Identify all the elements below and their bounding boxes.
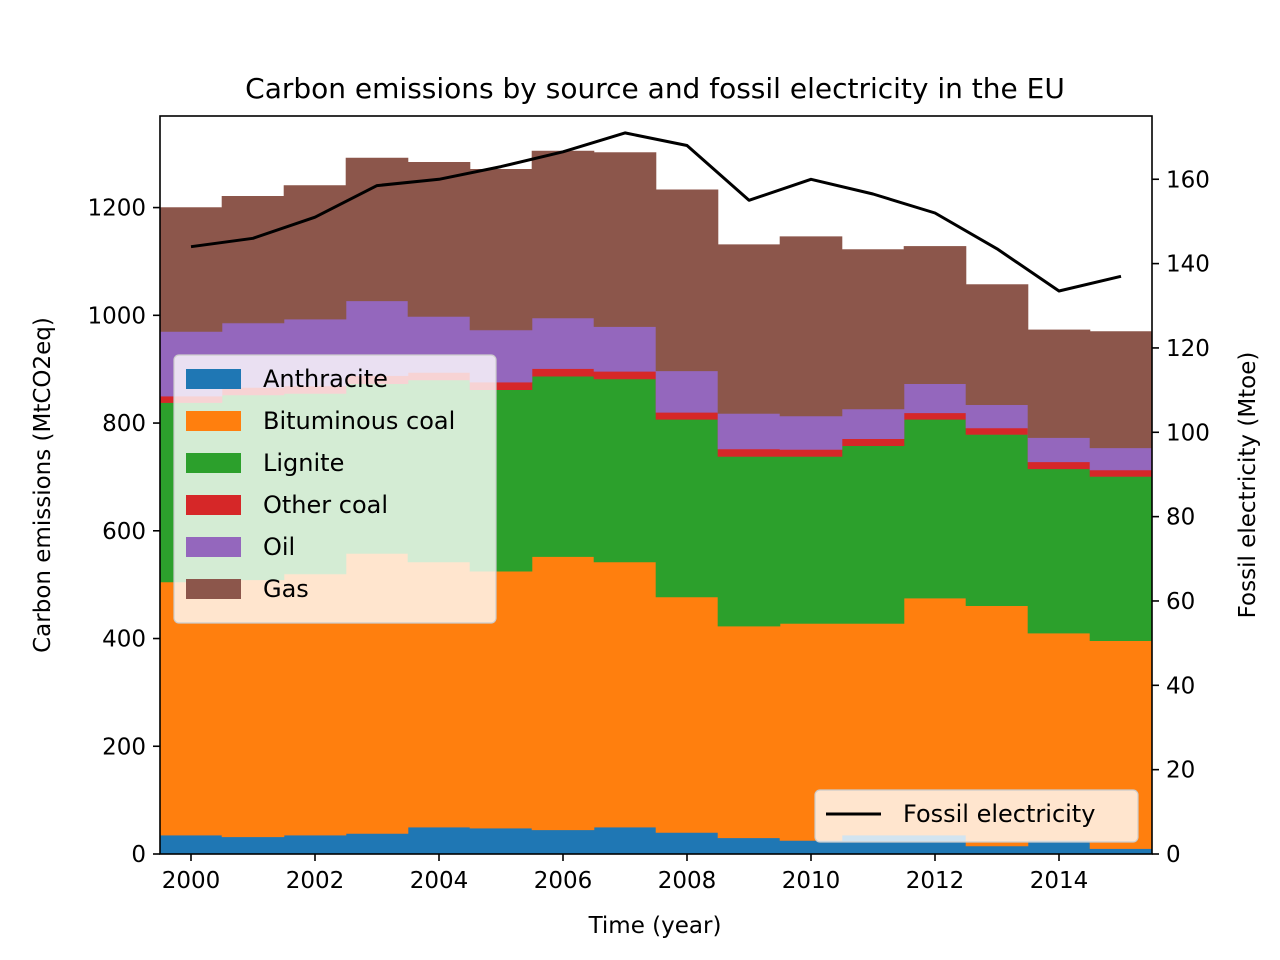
- y-tick-label: 800: [102, 411, 146, 437]
- y-tick-label: 400: [102, 627, 146, 653]
- plot-frame: [159, 115, 1153, 855]
- y2-tick-label: 100: [1166, 420, 1210, 446]
- legend-label-other-coal: Other coal: [263, 491, 388, 519]
- x-tick-label: 2010: [782, 868, 841, 894]
- legend-label-gas: Gas: [263, 575, 309, 603]
- y2-tick-label: 140: [1166, 252, 1210, 278]
- y2-tick-label: 80: [1166, 505, 1195, 531]
- legend-box: [173, 354, 497, 624]
- y-tick-label: 600: [102, 519, 146, 545]
- x-axis: 2000 2002 2004 2006 2008 2010 2012 2014: [162, 854, 1089, 894]
- y2-tick-label: 20: [1166, 758, 1195, 784]
- y2-tick-label: 120: [1166, 336, 1210, 362]
- x-tick-label: 2006: [534, 868, 593, 894]
- legend-label-bituminous-coal: Bituminous coal: [263, 407, 455, 435]
- legend-swatch-gas: [186, 579, 241, 599]
- legend-swatch-lignite: [186, 453, 241, 473]
- legend-swatch-other-coal: [186, 495, 241, 515]
- x-axis-label: Time (year): [588, 913, 722, 939]
- legend-line-label: Fossil electricity: [903, 800, 1095, 828]
- y2-tick-label: 160: [1166, 167, 1210, 193]
- y2-axis-label: Fossil electricity (Mtoe): [1235, 352, 1261, 619]
- line-fossil-electricity: [190, 131, 1122, 293]
- y-axis-label: Carbon emissions (MtCO2eq): [30, 317, 56, 653]
- y-tick-label: 0: [131, 842, 146, 868]
- y2-tick-label: 40: [1166, 673, 1195, 699]
- x-tick-label: 2002: [286, 868, 345, 894]
- x-tick-label: 2004: [410, 868, 469, 894]
- legend-label-oil: Oil: [263, 533, 295, 561]
- y2-tick-label: 60: [1166, 589, 1195, 615]
- legend-label-anthracite: Anthracite: [263, 365, 388, 393]
- y-tick-label: 1200: [87, 196, 146, 222]
- y-tick-label: 200: [102, 734, 146, 760]
- x-tick-label: 2008: [658, 868, 717, 894]
- y-axis-right: 0 20 40 60 80 100 120 140 160: [1152, 167, 1210, 868]
- x-tick-label: 2000: [162, 868, 221, 894]
- legend-swatch-anthracite: [186, 369, 241, 389]
- y-axis-left: 0 200 400 600 800 1000 1200: [87, 196, 160, 868]
- legend-line-box: [814, 789, 1139, 843]
- y-tick-label: 1000: [87, 303, 146, 329]
- legend-swatch-bituminous-coal: [186, 411, 241, 431]
- legend-fossil-electricity: Fossil electricity: [814, 789, 1139, 843]
- legend-sources: Anthracite Bituminous coal Lignite Other co…: [173, 354, 497, 624]
- legend-swatch-oil: [186, 537, 241, 557]
- x-tick-label: 2014: [1030, 868, 1089, 894]
- x-tick-label: 2012: [906, 868, 965, 894]
- legend-label-lignite: Lignite: [263, 449, 344, 477]
- chart-title: Carbon emissions by source and fossil el…: [245, 72, 1065, 105]
- line-layer: [190, 131, 1122, 293]
- y2-tick-label: 0: [1166, 842, 1181, 868]
